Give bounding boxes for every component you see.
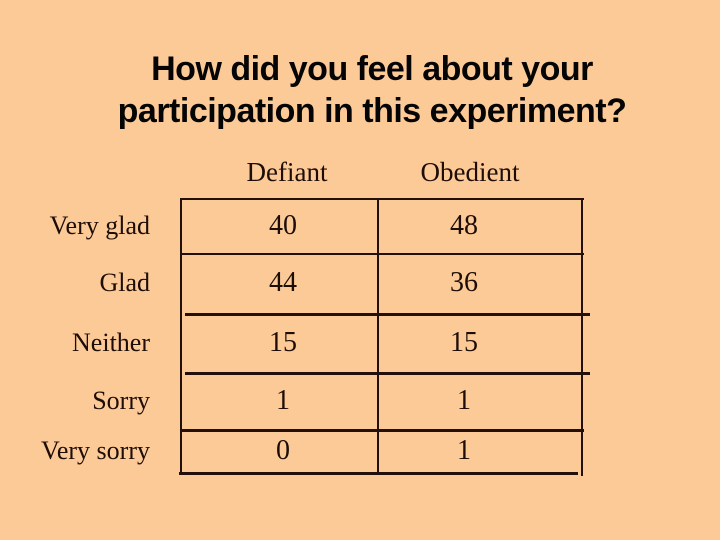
cell-very-sorry-defiant: 0 <box>276 435 290 466</box>
table-right-border <box>581 198 583 476</box>
row-label-very-glad: Very glad <box>49 211 150 240</box>
cell-very-sorry-obedient: 1 <box>457 435 471 466</box>
table-row-divider-4 <box>180 429 584 432</box>
slide-title-line-2: participation in this experiment? <box>117 92 627 130</box>
slide-title-line-1: How did you feel about your <box>151 50 593 88</box>
table-top-border <box>180 198 584 200</box>
row-label-neither: Neither <box>72 328 150 357</box>
table-row-divider-2 <box>185 313 590 316</box>
table-row-divider-3 <box>185 372 590 375</box>
row-label-sorry: Sorry <box>92 386 150 415</box>
column-header-obedient: Obedient <box>420 157 520 187</box>
cell-sorry-obedient: 1 <box>457 385 471 416</box>
row-label-glad: Glad <box>99 268 150 297</box>
cell-very-glad-defiant: 40 <box>269 210 297 241</box>
cell-neither-defiant: 15 <box>269 327 297 358</box>
table-row-divider-1 <box>180 253 584 255</box>
row-label-very-sorry: Very sorry <box>40 436 150 465</box>
cell-neither-obedient: 15 <box>450 327 478 358</box>
cell-very-glad-obedient: 48 <box>450 210 478 241</box>
column-header-defiant: Defiant <box>246 157 328 187</box>
cell-glad-obedient: 36 <box>450 267 478 298</box>
table-column-divider <box>377 198 379 475</box>
slide-title: How did you feel about your participatio… <box>24 48 720 132</box>
cell-glad-defiant: 44 <box>269 267 297 298</box>
cell-sorry-defiant: 1 <box>276 385 290 416</box>
table-left-border <box>180 198 182 474</box>
